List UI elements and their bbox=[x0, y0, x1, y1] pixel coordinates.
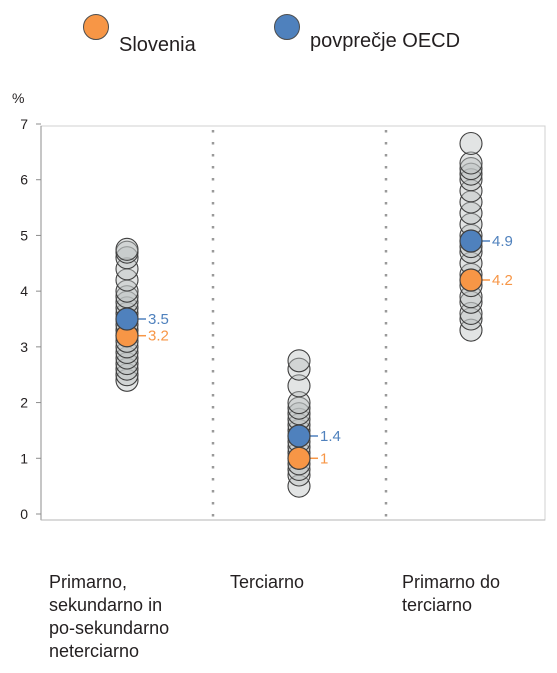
axes: 0 1 2 3 4 5 6 7 bbox=[20, 116, 546, 522]
country-point bbox=[459, 151, 483, 175]
y-tick-label: 4 bbox=[20, 283, 28, 299]
data-label: 3.5 bbox=[148, 311, 169, 328]
slovenia-point bbox=[287, 446, 311, 470]
category-label-line: Primarno do bbox=[402, 572, 501, 592]
legend-label-oecd: povprečje OECD bbox=[310, 30, 461, 52]
country-point bbox=[115, 246, 139, 270]
y-axis-label: % bbox=[12, 90, 24, 106]
category-label: Primarno do terciarno bbox=[402, 571, 500, 617]
category-label-line: terciarno bbox=[402, 595, 473, 615]
legend-item-slovenia: Slovenia bbox=[83, 14, 196, 57]
oecd-point bbox=[287, 424, 311, 448]
legend-swatch-slovenia bbox=[83, 14, 109, 40]
oecd-point bbox=[115, 307, 139, 331]
legend-item-oecd: povprečje OECD bbox=[274, 14, 460, 53]
plot-area: % 0 1 2 3 4 5 6 7 3.2 1 4.2 3.5 1.4 4.9 bbox=[12, 90, 546, 522]
data-label: 3.2 bbox=[148, 328, 169, 345]
data-label: 1 bbox=[320, 450, 328, 467]
category-label: Primarno, sekundarno in po-sekundarno neter… bbox=[49, 571, 169, 663]
category-label-line: Terciarno bbox=[230, 572, 305, 592]
legend-swatch-oecd bbox=[274, 14, 300, 40]
category-label-line: po-sekundarno bbox=[49, 618, 170, 638]
country-point bbox=[115, 237, 139, 261]
y-tick-label: 3 bbox=[20, 339, 28, 355]
country-point bbox=[459, 131, 483, 156]
country-point bbox=[287, 391, 311, 415]
data-label: 1.4 bbox=[320, 428, 341, 445]
slovenia-point bbox=[459, 268, 483, 292]
country-point bbox=[287, 349, 311, 373]
category-label: Terciarno bbox=[230, 571, 304, 594]
category-label-line: neterciarno bbox=[49, 641, 140, 661]
data-label: 4.2 bbox=[492, 272, 513, 289]
oecd-point bbox=[459, 229, 483, 253]
country-point bbox=[459, 157, 483, 181]
data-label: 4.9 bbox=[492, 233, 513, 250]
highlight-points: 3.2 1 4.2 3.5 1.4 4.9 bbox=[115, 229, 513, 470]
y-tick-label: 2 bbox=[20, 395, 28, 411]
country-point bbox=[287, 357, 311, 381]
legend-label-slovenia: Slovenia bbox=[119, 34, 196, 56]
y-tick-label: 0 bbox=[20, 506, 28, 522]
y-tick-label: 6 bbox=[20, 172, 28, 188]
y-tick-label: 7 bbox=[20, 116, 28, 132]
category-label-line: Primarno, bbox=[49, 572, 128, 592]
y-tick-label: 1 bbox=[20, 450, 28, 466]
category-label-line: sekundarno in bbox=[49, 595, 163, 615]
country-point bbox=[287, 374, 311, 398]
y-tick-label: 5 bbox=[20, 227, 28, 243]
